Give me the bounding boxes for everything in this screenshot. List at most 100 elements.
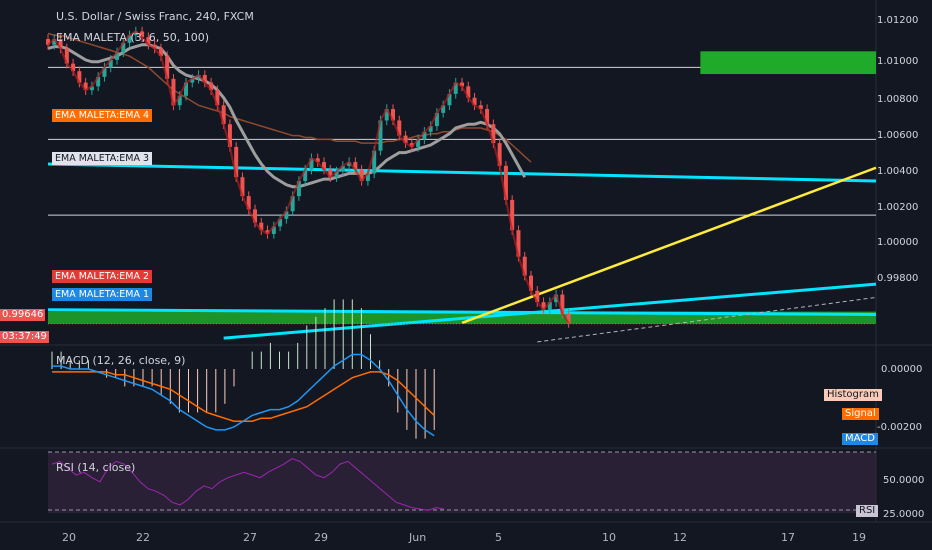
candle-body xyxy=(497,143,502,166)
candle-body xyxy=(384,109,389,121)
candle-body xyxy=(416,139,421,147)
candle-body xyxy=(284,211,289,219)
candle-body xyxy=(246,196,251,210)
candle-body xyxy=(485,109,490,125)
ema-fast-line xyxy=(47,30,570,324)
candle-body xyxy=(378,120,383,151)
x-tick-label: 5 xyxy=(495,531,502,544)
candle-body xyxy=(510,199,515,231)
candle-body xyxy=(171,78,176,106)
x-tick-label: 17 xyxy=(781,531,795,544)
candle-body xyxy=(309,158,314,170)
chart-title: U.S. Dollar / Swiss Franc, 240, FXCM xyxy=(56,10,254,23)
ema-indicator-label[interactable]: EMA MALETA (3, 6, 50, 100) xyxy=(56,31,209,44)
candle-body xyxy=(315,158,320,163)
candle-body xyxy=(52,39,57,45)
candle-body xyxy=(491,124,496,144)
candle-body xyxy=(529,275,533,291)
candle-body xyxy=(64,48,69,64)
candle-body xyxy=(121,42,126,53)
candle-body xyxy=(202,75,207,83)
candle-body xyxy=(227,124,232,147)
candle-body xyxy=(353,162,358,170)
dashed-projection-line xyxy=(537,296,877,343)
candle-body xyxy=(566,313,571,323)
candle-body xyxy=(434,112,439,127)
candle-body xyxy=(133,31,138,36)
x-tick-label: 20 xyxy=(62,531,76,544)
candle-body xyxy=(240,177,245,197)
histogram-tag: Histogram xyxy=(824,389,882,401)
candle-body xyxy=(359,169,364,181)
candle-body xyxy=(115,52,119,60)
candle-body xyxy=(403,135,408,144)
candle-body xyxy=(102,67,107,77)
y-tick-label: 1.00400 xyxy=(877,166,919,177)
candle-body xyxy=(422,131,427,140)
x-tick-label: 27 xyxy=(243,531,257,544)
last-price-tag: 0.99646 xyxy=(0,309,46,321)
x-tick-label: 10 xyxy=(602,531,616,544)
yellow-trendline xyxy=(461,166,877,325)
candle-body xyxy=(560,294,565,314)
candle-body xyxy=(472,97,477,106)
x-tick-label: 19 xyxy=(852,531,866,544)
candle-body xyxy=(365,173,370,181)
candle-body xyxy=(441,105,446,113)
macd-line xyxy=(52,353,435,437)
candle-body xyxy=(221,105,226,125)
candle-body xyxy=(466,86,471,98)
rsi-tick-label: 25.0000 xyxy=(883,509,925,520)
macd-indicator-label[interactable]: MACD (12, 26, close, 9) xyxy=(56,354,186,367)
candle-body xyxy=(328,169,333,178)
candle-body xyxy=(71,63,76,72)
candle-body xyxy=(234,146,239,178)
candle-body xyxy=(503,165,508,200)
candle-body xyxy=(190,78,195,83)
candle-body xyxy=(334,171,339,178)
cyan-trendline xyxy=(47,308,877,316)
candle-body xyxy=(278,218,283,227)
macd-tag: MACD xyxy=(842,433,878,445)
x-tick-label: 12 xyxy=(673,531,687,544)
macd-tick-label: -0.00200 xyxy=(877,422,922,433)
candle-body xyxy=(96,76,101,87)
candle-body xyxy=(158,48,163,57)
candle-body xyxy=(165,56,170,79)
candle-body xyxy=(447,93,452,106)
candle-body xyxy=(265,230,270,234)
y-tick-label: 1.01000 xyxy=(877,56,919,67)
candle-body xyxy=(108,59,113,68)
x-tick-label: Jun xyxy=(409,531,427,544)
candle-body xyxy=(428,126,433,132)
candle-body xyxy=(152,44,157,49)
candle-body xyxy=(140,31,145,38)
ema4-tag: EMA MALETA:EMA 4 xyxy=(52,109,153,122)
ema3-tag: EMA MALETA:EMA 3 xyxy=(52,152,153,165)
candle-body xyxy=(177,95,182,106)
candle-body xyxy=(209,82,214,91)
candle-body xyxy=(554,294,559,303)
candle-body xyxy=(322,162,326,170)
candle-body xyxy=(46,39,50,45)
rsi-band xyxy=(48,452,876,513)
candle-body xyxy=(184,82,188,96)
candle-body xyxy=(347,162,352,166)
ema-50-line xyxy=(47,43,527,189)
candle-body xyxy=(271,226,276,234)
candle-body xyxy=(259,222,264,231)
y-tick-label: 1.00000 xyxy=(877,237,919,248)
rsi-indicator-label[interactable]: RSI (14, close) xyxy=(56,461,136,474)
candle-body xyxy=(303,169,308,181)
candle-body xyxy=(453,82,458,94)
candle-body xyxy=(391,109,395,121)
candle-body xyxy=(290,196,295,212)
candle-body xyxy=(83,82,88,91)
y-tick-label: 1.00600 xyxy=(877,130,919,141)
macd-tick-label: 0.00000 xyxy=(881,364,923,375)
ema2-tag: EMA MALETA:EMA 2 xyxy=(52,270,153,283)
candle-body xyxy=(516,230,521,257)
candle-body xyxy=(146,37,151,45)
candle-body xyxy=(409,143,414,147)
